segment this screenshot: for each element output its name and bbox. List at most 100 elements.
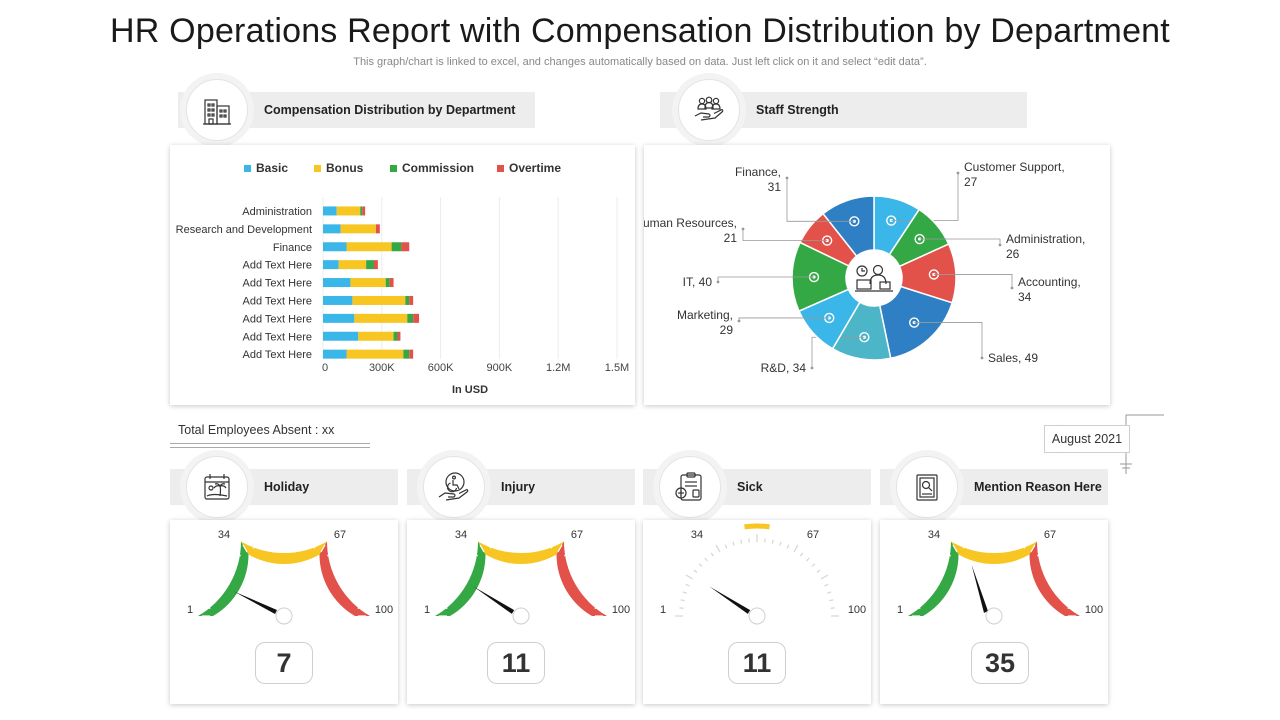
- slice-label: Human Resources, 21: [644, 216, 737, 245]
- bar-segment: [323, 313, 355, 323]
- leader-line-end: [741, 227, 745, 231]
- gauge-band-low: [435, 541, 486, 616]
- gauge-panel-injury: 1 34 67 100 11: [407, 520, 635, 704]
- gauge-tick: [685, 574, 694, 580]
- absent-underline: [170, 443, 370, 444]
- gauge-tick: [580, 569, 585, 573]
- gauge-tick: [267, 539, 270, 544]
- category-label: Add Text Here: [242, 260, 312, 272]
- gauge-band-mid: [478, 541, 564, 565]
- gauge-value: 35: [971, 642, 1029, 684]
- category-label: Finance: [273, 242, 312, 254]
- gauge-tick: [732, 541, 735, 546]
- gauge-tick: [793, 544, 799, 553]
- gauge-tick: [715, 544, 721, 553]
- gauge-tick: [543, 541, 546, 546]
- gauge-tick: [298, 539, 301, 544]
- gauge-tick: [474, 552, 478, 557]
- bar-segment: [352, 295, 406, 305]
- gauge-tick: [354, 591, 359, 594]
- gauge-band-high: [556, 541, 607, 616]
- leader-line-end: [716, 280, 720, 284]
- legend-swatch: [244, 165, 251, 172]
- x-tick-label: 900K: [487, 362, 513, 374]
- gauge-tick: [251, 544, 255, 549]
- compensation-chart-panel: 0 300K 600K 900K 1.2M 1.5M Basic Bonus Commissio…: [170, 145, 635, 405]
- report-document-icon: [896, 456, 958, 518]
- bar-segment: [373, 260, 378, 270]
- gauge-tick: [550, 544, 554, 549]
- gauge-tick: [930, 569, 935, 573]
- gauge-band-low: [198, 541, 249, 616]
- gauge-tick: [449, 574, 458, 580]
- bar-segment: [323, 260, 339, 270]
- gauge-tick: [724, 544, 728, 549]
- bar-segment: [366, 260, 374, 270]
- category-label: Add Text Here: [242, 331, 312, 343]
- gauge-scale-label: 1: [660, 604, 666, 616]
- gauge-tick: [941, 557, 945, 562]
- gauge-scale-label: 34: [218, 529, 230, 541]
- gauge-tick: [575, 563, 580, 567]
- gauge-tick: [779, 541, 782, 546]
- gauge-dial: 1 34 67 100: [897, 529, 1103, 625]
- gauge-tick: [693, 569, 698, 573]
- leader-line: [742, 229, 828, 241]
- gauge-panel-sick: 1 34 67 100 11: [643, 520, 871, 704]
- gauge-tick: [704, 557, 708, 562]
- slice-label: Sales, 49: [988, 351, 1038, 365]
- legend-label: Commission: [402, 161, 474, 175]
- gauge-hub: [275, 607, 293, 625]
- gauge-tick: [1061, 583, 1066, 587]
- gauge-band-mid: [241, 541, 327, 565]
- category-label: Administration: [242, 206, 312, 218]
- bar-segment: [323, 331, 359, 341]
- legend-label: Bonus: [326, 161, 364, 175]
- gauge-tick: [496, 541, 499, 546]
- employees-absent-label: Total Employees Absent : xx: [178, 423, 335, 437]
- gauge-tick: [1043, 557, 1047, 562]
- gauge-tick: [786, 544, 790, 549]
- gauge-band-high: [1029, 541, 1080, 616]
- slice-marker-dot: [852, 219, 856, 223]
- category-label: Add Text Here: [242, 349, 312, 361]
- gauge-tick: [570, 557, 574, 562]
- gauge-tick: [685, 583, 690, 587]
- compensation-header-label: Compensation Distribution by Department: [264, 103, 516, 117]
- bar-segment: [338, 260, 367, 270]
- gauge-tick: [961, 544, 965, 549]
- x-tick-label: 1.5M: [605, 362, 629, 374]
- staff-donut-chart: Customer Support, 27 Administration, 26 Acco…: [634, 160, 1085, 375]
- bar-segment: [405, 295, 410, 305]
- bar-segment: [360, 206, 363, 216]
- slice-label: R&D, 34: [761, 361, 807, 375]
- gauge-scale-label: 67: [571, 529, 583, 541]
- gauge-header-label: Injury: [501, 480, 536, 494]
- gauge-tick: [680, 599, 685, 602]
- gauge-band-high: [319, 541, 370, 616]
- leader-line: [933, 274, 1013, 288]
- gauge-tick: [468, 557, 472, 562]
- gauge-tick: [947, 552, 951, 557]
- gauge-tick: [771, 539, 774, 544]
- gauge-tick: [806, 557, 810, 562]
- legend-swatch: [390, 165, 397, 172]
- gauge-tick: [479, 544, 485, 553]
- bar-segment: [336, 206, 361, 216]
- legend-swatch: [497, 165, 504, 172]
- slice-marker-dot: [912, 320, 916, 325]
- staff-desk-icon: [855, 264, 893, 292]
- gauge-tick: [682, 591, 687, 594]
- bar-segment: [323, 349, 347, 359]
- compensation-bar-chart: 0 300K 600K 900K 1.2M 1.5M Basic Bonus Commissio…: [176, 161, 630, 396]
- gauge-tick: [1064, 591, 1069, 594]
- gauge-scale-label: 67: [1044, 529, 1056, 541]
- bar-segment: [409, 349, 414, 359]
- gauge-tick: [820, 574, 829, 580]
- bar-segment: [401, 242, 410, 252]
- bar-segment: [346, 242, 392, 252]
- bar-segment: [391, 242, 402, 252]
- report-date-tag: August 2021: [1044, 425, 1130, 453]
- x-tick-label: 0: [322, 362, 328, 374]
- leader-line: [786, 178, 855, 222]
